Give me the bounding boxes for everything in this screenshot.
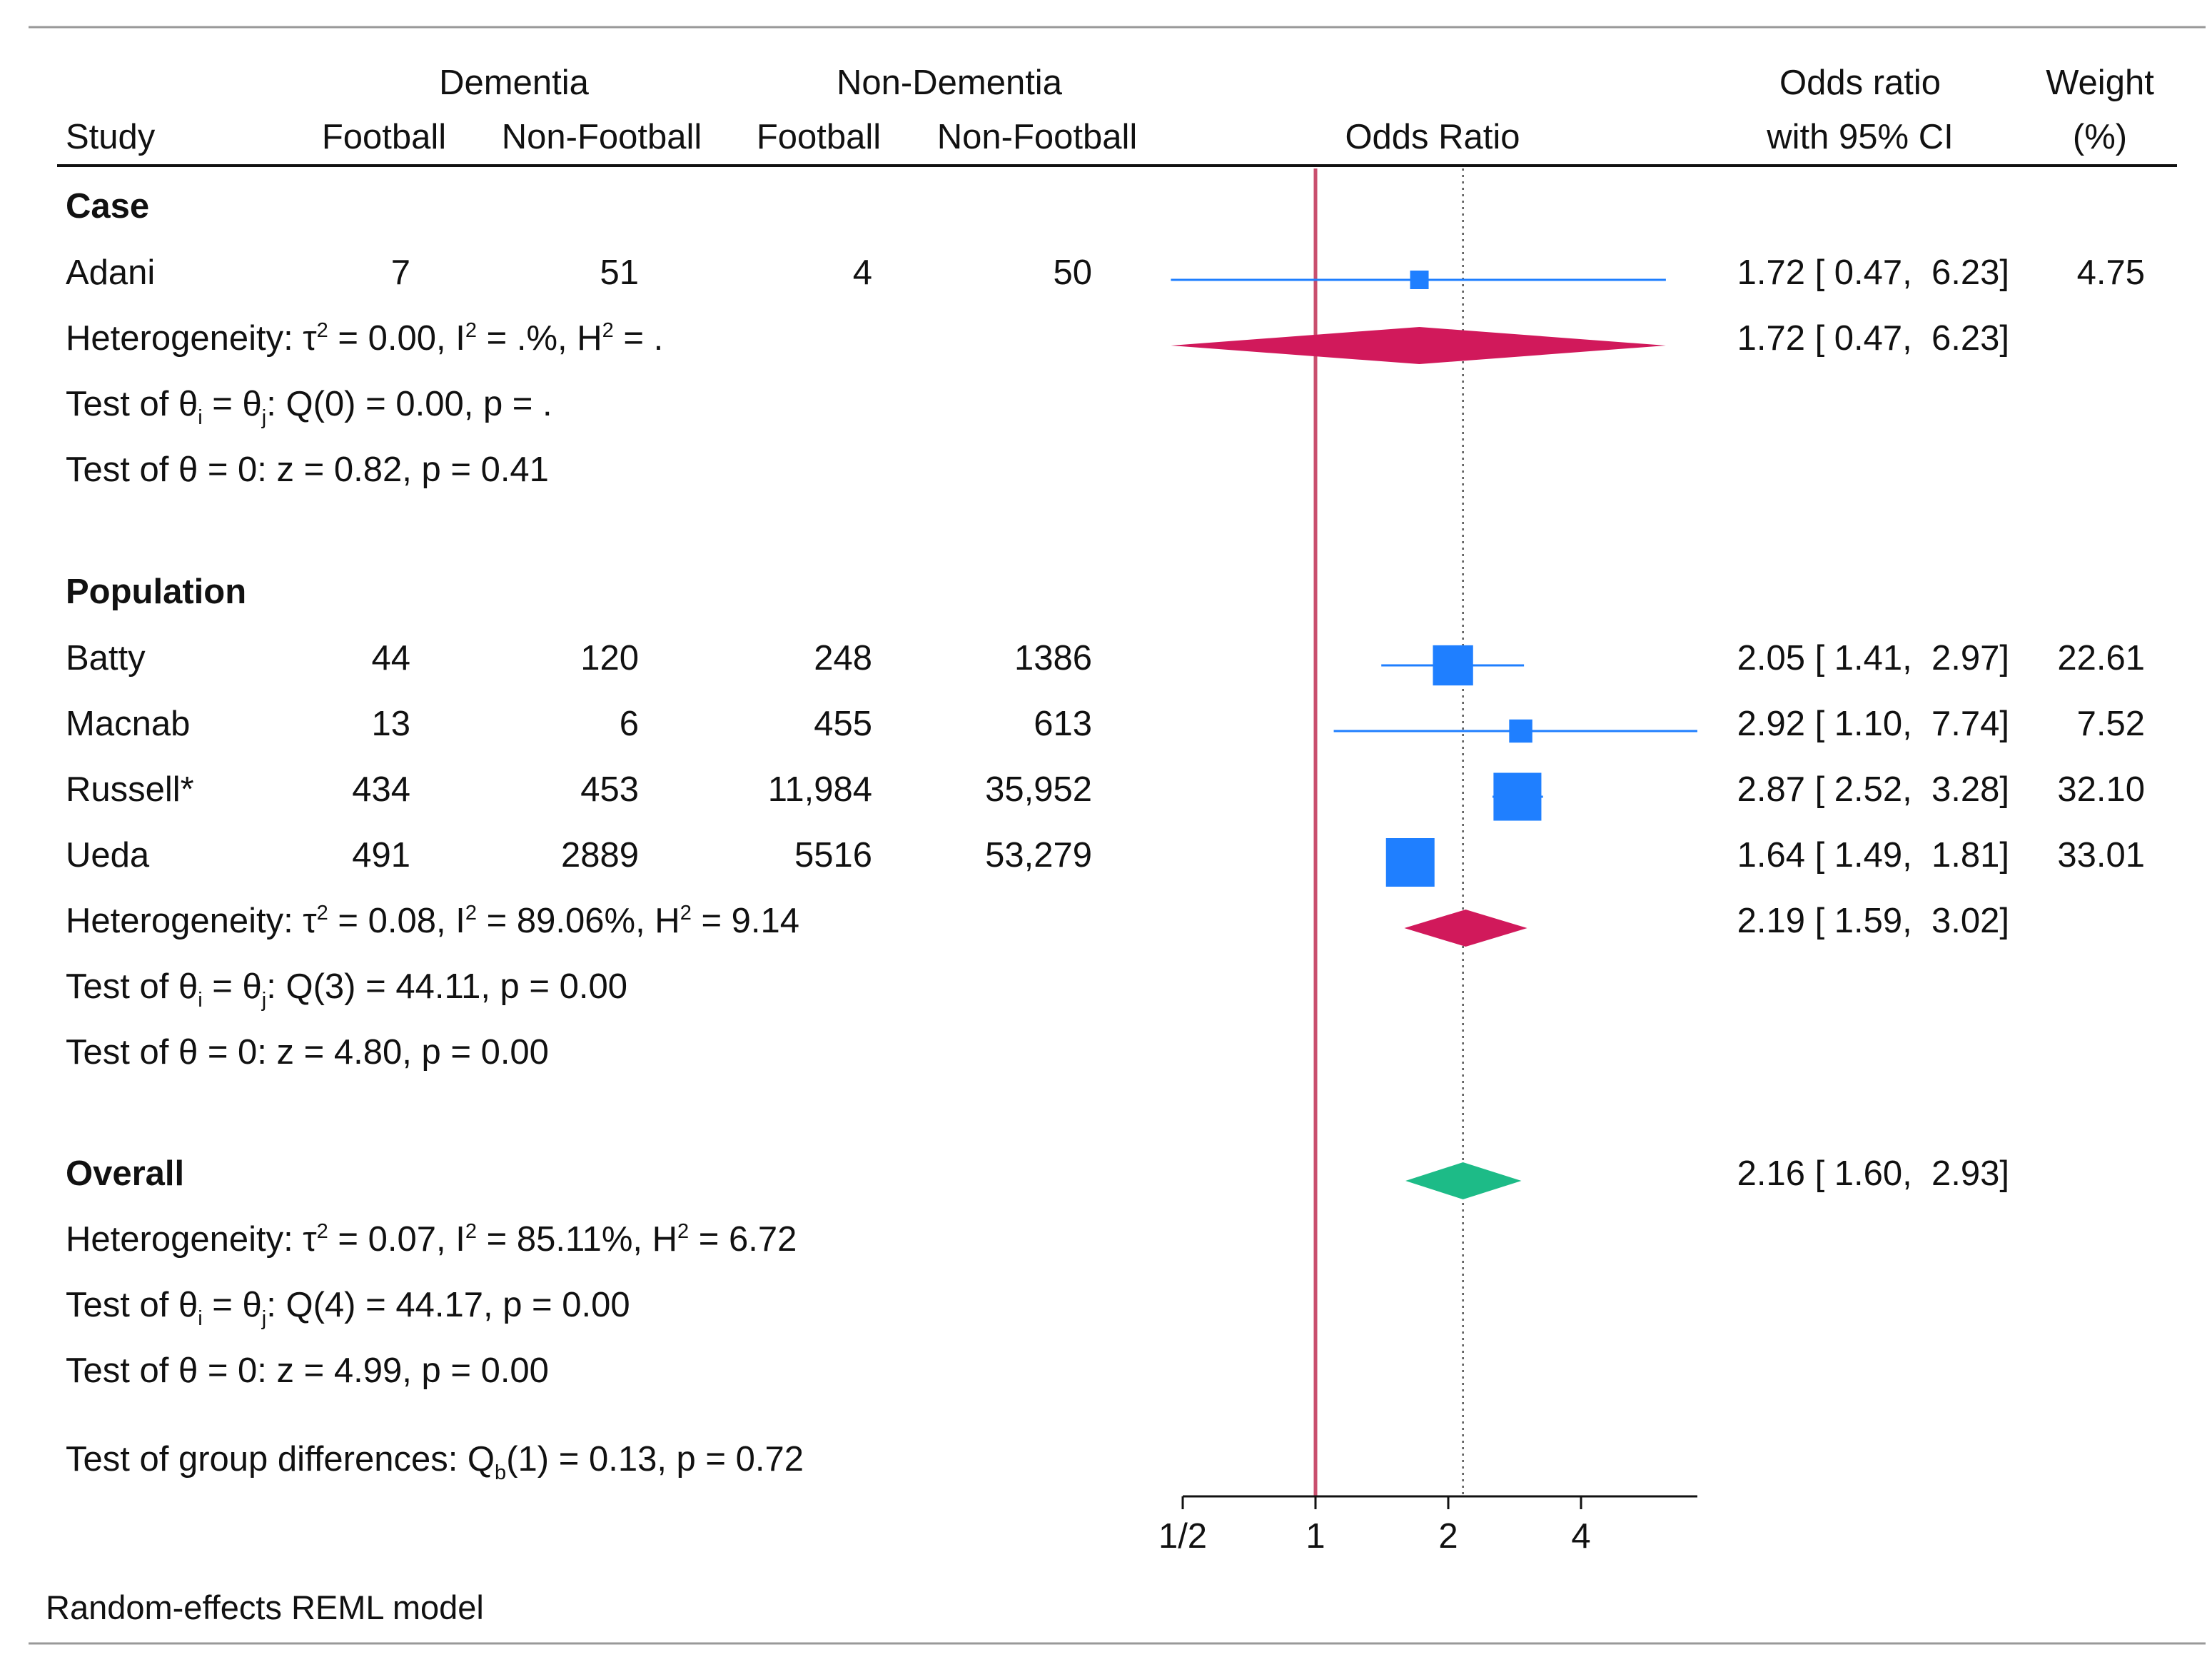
cell-macnab-n-football: 455 — [814, 705, 872, 743]
study-name-russell: Russell* — [66, 770, 194, 809]
header-non-dementia-football: Football — [757, 118, 881, 156]
x-tick-label-2: 2 — [1438, 1517, 1458, 1556]
header-dementia-non-football: Non-Football — [502, 118, 702, 156]
q-test-overall: Test of θi = θj: Q(4) = 44.17, p = 0.00 — [66, 1286, 630, 1330]
het-population: Heterogeneity: τ2 = 0.08, I2 = 89.06%, H… — [66, 902, 799, 940]
z-test-case: Test of θ = 0: z = 0.82, p = 0.41 — [66, 450, 549, 489]
cell-ueda-n-nonfootball: 53,279 — [985, 836, 1092, 875]
header-non-dementia-non-football: Non-Football — [937, 118, 1138, 156]
or-text-batty: 2.05 [ 1.41, 2.97] — [1737, 639, 2009, 678]
or-text-macnab: 2.92 [ 1.10, 7.74] — [1737, 705, 2009, 743]
cell-batty-n-football: 248 — [814, 639, 872, 678]
cell-macnab-n-nonfootball: 613 — [1034, 705, 1092, 743]
x-tick-label-1: 1 — [1306, 1517, 1325, 1556]
study-name-ueda: Ueda — [66, 836, 150, 875]
study-name-batty: Batty — [66, 639, 146, 678]
weight-text-macnab: 7.52 — [2077, 705, 2145, 743]
summary-diamond-case — [1171, 327, 1666, 364]
overall-label: Overall — [66, 1154, 184, 1193]
header-weight-line2: (%) — [2073, 118, 2127, 156]
or-text-russell: 2.87 [ 2.52, 3.28] — [1737, 770, 2009, 809]
or-text-ueda: 1.64 [ 1.49, 1.81] — [1737, 836, 2009, 875]
x-tick-label-0_5: 1/2 — [1158, 1517, 1207, 1556]
study-name-macnab: Macnab — [66, 705, 190, 743]
header-study: Study — [66, 118, 156, 156]
cell-adani-d-football: 7 — [391, 253, 410, 292]
study-name-adani: Adani — [66, 253, 155, 292]
study-marker-batty — [1433, 645, 1473, 686]
cell-macnab-d-nonfootball: 6 — [620, 705, 639, 743]
het-case: Heterogeneity: τ2 = 0.00, I2 = .%, H2 = … — [66, 319, 663, 358]
overall-diamond — [1405, 1162, 1522, 1199]
cell-russell-d-football: 434 — [352, 770, 410, 809]
cell-batty-d-nonfootball: 120 — [580, 639, 639, 678]
plot-area: 1/2 1 2 4 — [1158, 168, 1697, 1556]
z-test-overall: Test of θ = 0: z = 4.99, p = 0.00 — [66, 1351, 549, 1390]
cell-macnab-d-football: 13 — [371, 705, 410, 743]
q-test-case: Test of θi = θj: Q(0) = 0.00, p = . — [66, 385, 552, 429]
summary-diamond-population — [1404, 910, 1527, 947]
cell-adani-d-nonfootball: 51 — [600, 253, 639, 292]
study-marker-russell — [1493, 772, 1542, 821]
cell-batty-n-nonfootball: 1386 — [1014, 639, 1092, 678]
cell-adani-n-nonfootball: 50 — [1053, 253, 1092, 292]
cell-ueda-d-nonfootball: 2889 — [561, 836, 639, 875]
header-weight-line1: Weight — [2046, 64, 2154, 102]
cell-ueda-d-football: 491 — [352, 836, 410, 875]
model-note: Random-effects REML model — [46, 1588, 484, 1626]
study-marker-adani — [1410, 271, 1429, 289]
header-dementia: Dementia — [439, 64, 589, 102]
cell-adani-n-football: 4 — [853, 253, 872, 292]
study-marker-ueda — [1385, 838, 1435, 887]
header-non-dementia: Non-Dementia — [837, 64, 1063, 102]
group-differences-test: Test of group differences: Qb(1) = 0.13,… — [66, 1440, 804, 1484]
cell-batty-d-football: 44 — [371, 639, 410, 678]
het-overall: Heterogeneity: τ2 = 0.07, I2 = 85.11%, H… — [66, 1220, 797, 1259]
weight-text-ueda: 33.01 — [2057, 836, 2145, 875]
or-text-overall: 2.16 [ 1.60, 2.93] — [1737, 1154, 2009, 1193]
study-marker-macnab — [1509, 719, 1532, 743]
weight-text-adani: 4.75 — [2077, 253, 2145, 292]
cell-russell-d-nonfootball: 453 — [580, 770, 639, 809]
header-odds-ratio-plot: Odds Ratio — [1345, 118, 1520, 156]
header-dementia-football: Football — [322, 118, 446, 156]
header-or-line2: with 95% CI — [1766, 118, 1953, 156]
q-test-population: Test of θi = θj: Q(3) = 44.11, p = 0.00 — [66, 967, 627, 1012]
cell-ueda-n-football: 5516 — [794, 836, 872, 875]
or-text-case-summary: 1.72 [ 0.47, 6.23] — [1737, 319, 2009, 358]
cell-russell-n-nonfootball: 35,952 — [985, 770, 1092, 809]
x-tick-label-4: 4 — [1571, 1517, 1590, 1556]
header-or-line1: Odds ratio — [1779, 64, 1941, 102]
weight-text-batty: 22.61 — [2057, 639, 2145, 678]
group-label-case: Case — [66, 187, 149, 226]
weight-text-russell: 32.10 — [2057, 770, 2145, 809]
cell-russell-n-football: 11,984 — [768, 770, 872, 809]
group-label-population: Population — [66, 573, 246, 611]
or-text-adani: 1.72 [ 0.47, 6.23] — [1737, 253, 2009, 292]
or-text-population-summary: 2.19 [ 1.59, 3.02] — [1737, 902, 2009, 940]
z-test-population: Test of θ = 0: z = 4.80, p = 0.00 — [66, 1033, 549, 1072]
